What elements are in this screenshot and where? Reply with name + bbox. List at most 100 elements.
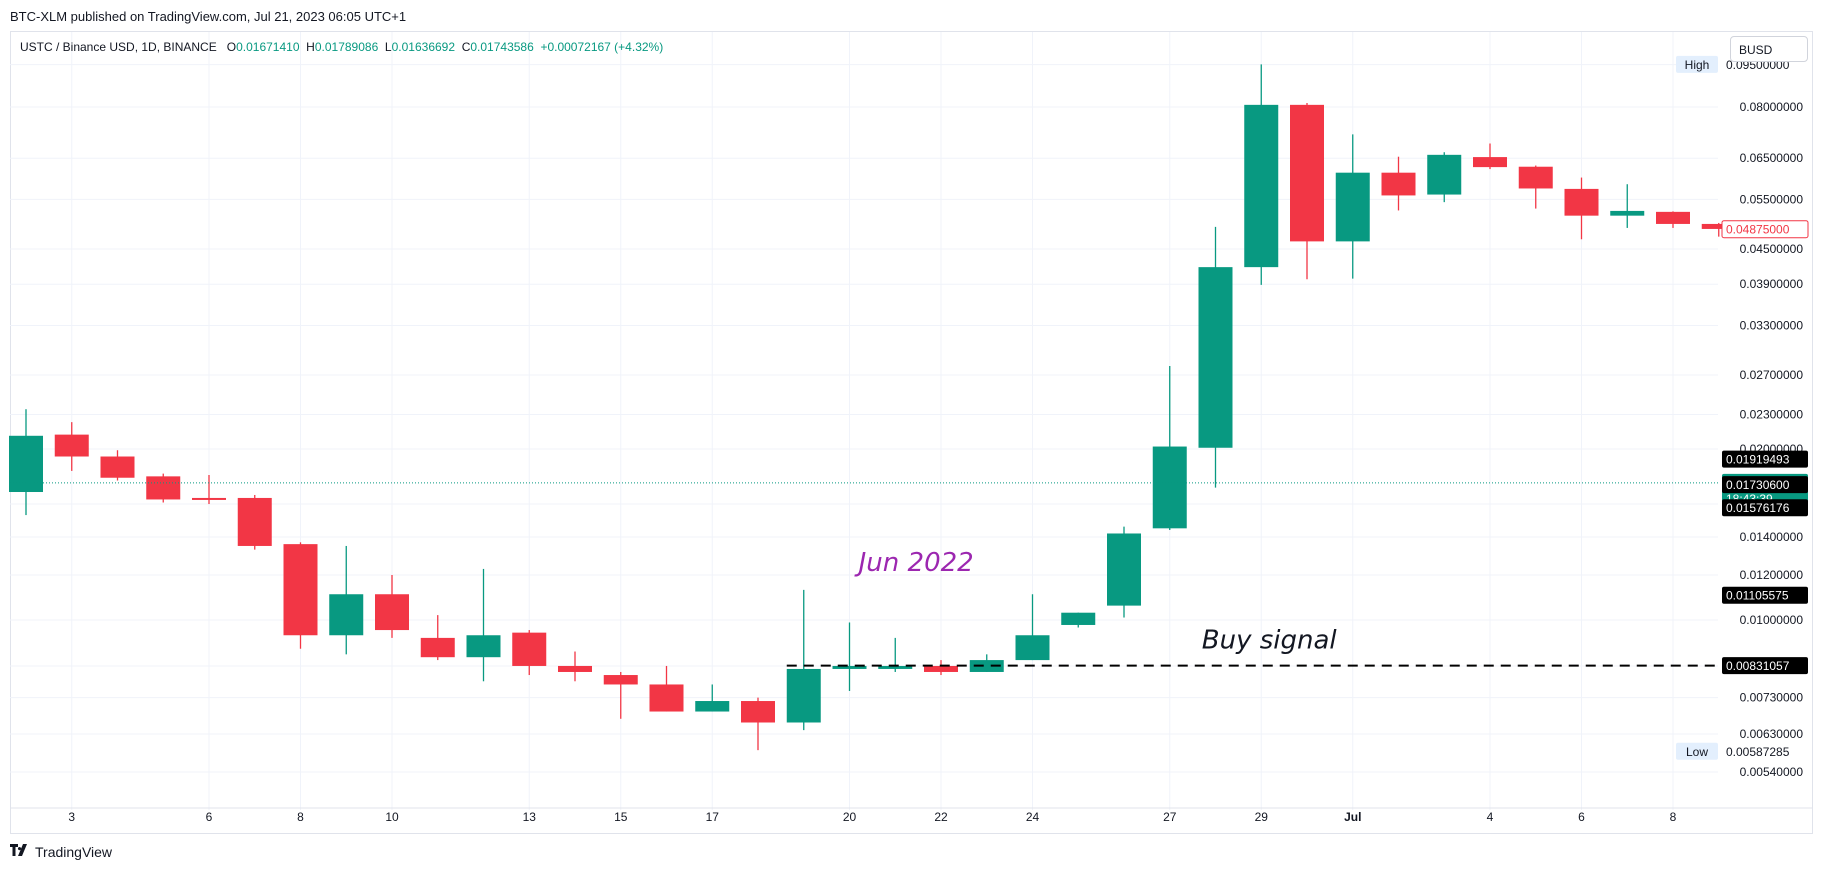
price-tag-label: Low (1686, 745, 1708, 759)
low-value: 0.01636692 (391, 40, 456, 54)
high-label: H (306, 40, 315, 54)
x-axis: 3 6 8 10 13 15 17 20 22 24 27 29 Jul 4 6 8 (68, 810, 1676, 824)
candle-body (146, 476, 181, 500)
y-tick-label: 0.06500000 (1740, 151, 1804, 165)
symbol-legend: USTC / Binance USD, 1D, BINANCE O0.01671… (20, 40, 663, 54)
x-tick-label: 8 (297, 810, 304, 824)
y-tick-label: 0.08000000 (1740, 100, 1804, 114)
y-tick-label: 0.02700000 (1740, 368, 1804, 382)
candle-body (1564, 188, 1599, 216)
grid (10, 32, 1813, 810)
x-tick-label: 17 (706, 810, 720, 824)
price-label-value: 0.01576176 (1726, 501, 1790, 515)
candle-body (786, 668, 821, 723)
y-tick-label: 0.04500000 (1740, 242, 1804, 256)
candle-body (466, 635, 501, 658)
candle-body (1107, 533, 1141, 606)
x-tick-label: 10 (385, 810, 399, 824)
x-tick-label: Jul (1344, 810, 1361, 824)
y-tick-label: 0.01400000 (1740, 530, 1804, 544)
price-label-value: 0.01730600 (1726, 478, 1790, 492)
price-label-box (1722, 450, 1808, 468)
candle-body (695, 701, 730, 712)
x-tick-label: 6 (206, 810, 213, 824)
candle-body (1518, 166, 1553, 189)
y-tick-label: 0.01200000 (1740, 568, 1804, 582)
x-tick-label: 27 (1163, 810, 1177, 824)
close-value: 0.01743586 (470, 40, 534, 54)
price-label-box (1722, 742, 1808, 760)
candle-body (1427, 154, 1462, 195)
y-tick-label: 0.02300000 (1740, 408, 1804, 422)
x-tick-label: 29 (1255, 810, 1269, 824)
x-tick-label: 24 (1026, 810, 1040, 824)
candle-body (1335, 172, 1370, 242)
candle-body (1152, 446, 1187, 529)
candle-body (1656, 211, 1690, 224)
chart-frame (10, 31, 1813, 834)
price-tag-box (1676, 55, 1718, 73)
candle-body (1015, 635, 1050, 661)
candle-body (832, 665, 867, 669)
candle-body (1473, 157, 1507, 168)
x-tick-label: 13 (523, 810, 537, 824)
candle-body (1061, 612, 1096, 625)
candle-body (1290, 104, 1324, 242)
currency-button[interactable]: BUSD (1730, 36, 1808, 62)
x-tick-label: 22 (934, 810, 948, 824)
price-label-value: 0.01105575 (1726, 589, 1789, 603)
annotation-text: Buy signal (1202, 626, 1338, 656)
candle-body (375, 594, 409, 631)
price-label-box (1722, 476, 1808, 494)
candle-body (329, 594, 364, 636)
candle-body (512, 632, 547, 666)
price-lines (10, 482, 1718, 667)
close-label: C (461, 40, 471, 54)
tradingview-brand: TradingView (35, 843, 113, 860)
tradingview-footer[interactable]: TradingView (10, 843, 112, 860)
price-label-value: 0.00587285 (1726, 745, 1790, 759)
low-label: L (384, 40, 392, 54)
candle-body (924, 665, 958, 672)
price-label-box (1721, 220, 1809, 239)
candle-body (969, 660, 1004, 672)
x-tick-label: 20 (843, 810, 857, 824)
high-value: 0.01789086 (314, 40, 379, 54)
candle-body (878, 665, 913, 669)
tradingview-logo-icon (10, 843, 30, 860)
price-label-box (1722, 586, 1808, 604)
candles (9, 64, 1736, 751)
price-tag-box (1676, 742, 1718, 760)
candle-body (649, 684, 684, 712)
change-value: +0.00072167 (+4.32%) (540, 40, 664, 54)
candle-body (9, 435, 43, 493)
y-tick-label: 0.00630000 (1740, 727, 1804, 741)
annotation-text: Jun 2022 (854, 548, 974, 578)
candle-body (741, 701, 775, 723)
candle-body (1381, 172, 1416, 196)
annotations: Jun 2022 Buy signal (854, 548, 1338, 656)
candle-body (1244, 104, 1279, 268)
price-label-value: 0.00831057 (1726, 659, 1790, 673)
x-tick-label: 6 (1578, 810, 1585, 824)
publish-info: BTC-XLM published on TradingView.com, Ju… (10, 9, 407, 24)
x-tick-label: 15 (614, 810, 628, 824)
candle-body (1198, 267, 1233, 448)
y-tick-label: 0.05500000 (1740, 192, 1804, 206)
price-tag-label: High (1685, 58, 1710, 72)
y-tick-label: 0.00730000 (1740, 691, 1804, 705)
candle-body (283, 544, 318, 636)
y-tick-label: 0.01000000 (1740, 613, 1804, 627)
candle-body (1610, 210, 1645, 216)
candle-body (1701, 223, 1736, 229)
candle-body (100, 456, 135, 478)
candle-body (54, 434, 89, 457)
open-label: O (226, 40, 237, 54)
y-tick-label: 0.03900000 (1740, 277, 1804, 291)
y-tick-label: 0.03300000 (1740, 318, 1804, 332)
x-tick-label: 3 (68, 810, 75, 824)
price-label-box (1722, 499, 1808, 517)
price-labels: 0.09500000High0.048750000.019194930.0174… (1676, 55, 1809, 760)
symbol-name[interactable]: USTC / Binance USD, 1D, BINANCE (20, 40, 217, 54)
